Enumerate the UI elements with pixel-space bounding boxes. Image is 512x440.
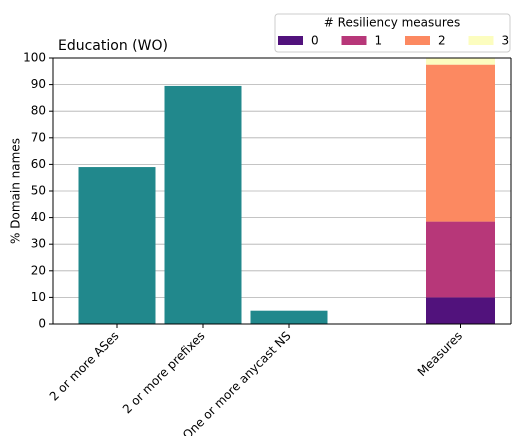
legend-label: 1 (375, 34, 383, 48)
y-tick-label: 90 (31, 77, 46, 91)
legend-label: 0 (311, 34, 319, 48)
legend-swatch (405, 36, 430, 45)
y-tick-label: 50 (31, 184, 46, 198)
y-tick-label: 0 (38, 317, 46, 331)
bar (78, 167, 156, 324)
bar (164, 85, 242, 325)
legend-swatch (468, 36, 494, 45)
y-tick-label: 100 (23, 51, 46, 65)
y-tick-label: 60 (31, 157, 46, 171)
y-axis-label: % Domain names (9, 138, 23, 244)
y-tick-label: 80 (31, 104, 46, 118)
legend-label: 3 (502, 34, 510, 48)
y-tick-label: 70 (31, 130, 46, 144)
y-tick-label: 10 (31, 290, 46, 304)
legend-swatch (278, 36, 303, 45)
y-tick-label: 40 (31, 210, 46, 224)
bar (250, 310, 328, 324)
x-tick-label: 2 or more prefixes (120, 329, 208, 417)
stacked-bar-segment (426, 64, 495, 222)
legend-swatch (341, 36, 367, 45)
stacked-bar-segment (426, 297, 495, 324)
stacked-bar-segment (426, 58, 495, 65)
legend-title: # Resiliency measures (324, 16, 460, 30)
legend-label: 2 (438, 34, 446, 48)
x-tick-label: 2 or more ASes (47, 329, 122, 404)
chart-title: Education (WO) (58, 38, 168, 54)
legend-box (274, 13, 511, 53)
stacked-bar-segment (426, 221, 495, 298)
y-tick-label: 30 (31, 237, 46, 251)
y-tick-label: 20 (31, 263, 46, 277)
x-tick-label: Measures (415, 329, 465, 379)
